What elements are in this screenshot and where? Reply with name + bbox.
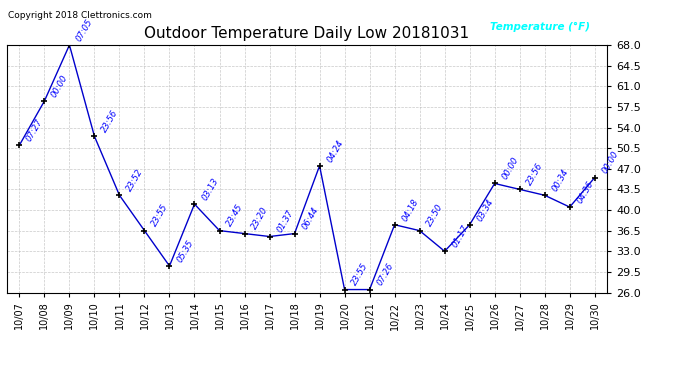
Text: 03:13: 03:13 — [200, 176, 220, 202]
Text: 04:24: 04:24 — [325, 138, 345, 164]
Text: 03:34: 03:34 — [475, 197, 495, 223]
Text: 23:45: 23:45 — [225, 203, 245, 228]
Text: 00:00: 00:00 — [50, 73, 70, 99]
Text: 04:18: 04:18 — [400, 197, 420, 223]
Text: 23:20: 23:20 — [250, 206, 270, 231]
Text: 06:44: 06:44 — [300, 206, 320, 231]
Title: Outdoor Temperature Daily Low 20181031: Outdoor Temperature Daily Low 20181031 — [144, 26, 470, 41]
Text: 23:50: 23:50 — [425, 203, 445, 228]
Text: 07:27: 07:27 — [25, 117, 45, 143]
Text: 07:26: 07:26 — [375, 262, 395, 287]
Text: 00:34: 00:34 — [550, 168, 570, 193]
Text: 00:00: 00:00 — [500, 156, 520, 182]
Text: 01:17: 01:17 — [450, 224, 470, 249]
Text: Temperature (°F): Temperature (°F) — [490, 22, 590, 32]
Text: 07:05: 07:05 — [75, 17, 95, 43]
Text: 05:35: 05:35 — [175, 238, 195, 264]
Text: 23:55: 23:55 — [350, 262, 370, 287]
Text: 23:56: 23:56 — [525, 162, 545, 187]
Text: 23:55: 23:55 — [150, 203, 170, 228]
Text: Copyright 2018 Clettronics.com: Copyright 2018 Clettronics.com — [8, 11, 152, 20]
Text: 04:36: 04:36 — [575, 179, 595, 205]
Text: 01:37: 01:37 — [275, 209, 295, 234]
Text: 23:56: 23:56 — [100, 109, 120, 134]
Text: 23:52: 23:52 — [125, 168, 145, 193]
Text: 00:00: 00:00 — [600, 150, 620, 176]
